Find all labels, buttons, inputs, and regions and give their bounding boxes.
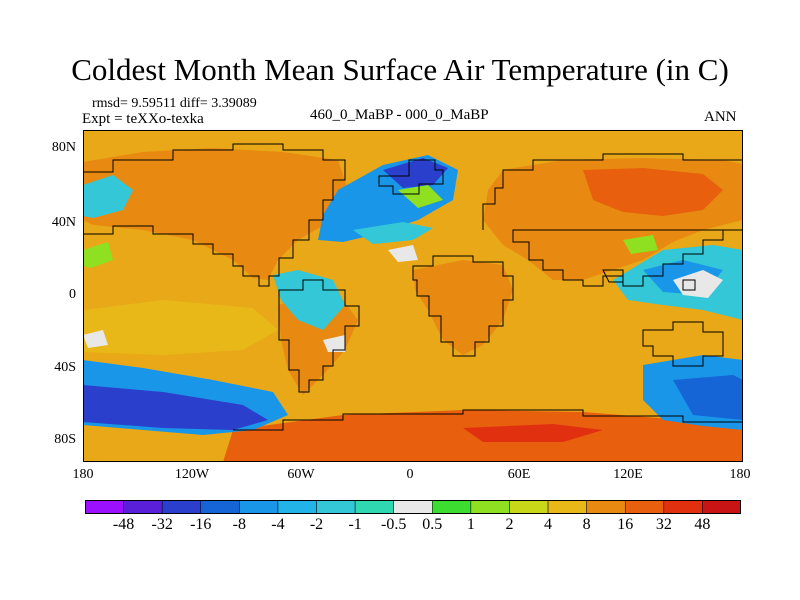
rmsd-value: rmsd= 9.59511 — [92, 96, 177, 111]
colorbar-box — [85, 500, 124, 514]
neutral-patch — [323, 335, 345, 352]
green-patch — [623, 235, 658, 254]
coastline — [83, 143, 346, 287]
colorbar-label: 4 — [544, 516, 553, 533]
colorbar-box — [161, 500, 202, 514]
colorbar-box — [547, 500, 587, 514]
center-label: 460_0_MaBP - 000_0_MaBP — [310, 107, 489, 123]
experiment-label: Expt = teXXo-texka — [82, 111, 204, 127]
colorbar-box — [663, 500, 703, 514]
colorbar-box — [702, 500, 741, 514]
season-label: ANN — [704, 109, 737, 125]
lon-tick: 120E — [613, 467, 643, 482]
colorbar-label: -2 — [309, 516, 324, 533]
southeast-ocean-coldest-region — [673, 375, 743, 420]
coastline — [378, 159, 444, 195]
lon-tick: 180 — [72, 467, 94, 482]
colorbar-label: 48 — [694, 516, 711, 533]
siberia-hot-region — [583, 168, 723, 216]
colorbar-box — [200, 500, 240, 514]
colorbar-box — [586, 500, 626, 514]
neutral-patch — [83, 330, 108, 348]
antarctica-very-hot-region — [463, 424, 603, 442]
colorbar-box — [624, 500, 665, 514]
colorbar-label: 8 — [582, 516, 591, 533]
lat-tick: 80S — [54, 432, 76, 447]
diff-value: diff= 3.39089 — [179, 96, 257, 111]
lat-tick: 0 — [69, 287, 76, 302]
colorbar-label: -32 — [151, 516, 173, 533]
coastline — [482, 153, 743, 230]
africa-warm-region — [413, 260, 513, 355]
colorbar-label: -8 — [232, 516, 246, 533]
lon-tick: 60E — [507, 467, 531, 482]
north-america-warm-region — [83, 148, 348, 280]
map-frame — [83, 130, 743, 462]
pacific-warm-strip — [83, 300, 278, 355]
colorbar-box — [393, 500, 433, 514]
lon-tick: 0 — [406, 467, 414, 482]
map-title: Coldest Month Mean Surface Air Temperatu… — [71, 52, 729, 87]
colorbar-box — [354, 500, 394, 514]
coastline — [233, 409, 743, 431]
colorbar-label: 32 — [655, 516, 672, 533]
colorbar-label: 0.5 — [422, 516, 443, 533]
colorbar-label: 16 — [617, 516, 634, 533]
colorbar-box — [239, 500, 279, 514]
colorbar-label: -0.5 — [381, 516, 407, 533]
colorbar-label: -4 — [271, 516, 285, 533]
colorbar — [85, 500, 741, 514]
colorbar-box — [316, 500, 356, 514]
colorbar-label: 2 — [505, 516, 514, 533]
colorbar-box — [123, 500, 163, 514]
coastline — [278, 279, 360, 393]
stats-line: rmsd= 9.59511 diff= 3.39089 — [92, 96, 257, 112]
coastline — [412, 255, 514, 357]
lon-tick: 120W — [174, 467, 210, 482]
temperature-map — [83, 130, 743, 462]
colorbar-box — [277, 500, 317, 514]
neutral-patch — [673, 270, 723, 298]
colorbar-frame — [85, 500, 741, 514]
south-pacific-coldest-region — [83, 385, 268, 430]
lat-tick: 40S — [54, 360, 76, 375]
lat-tick: 40N — [51, 215, 76, 230]
coastline — [642, 321, 724, 367]
north-atlantic-cool-rim — [353, 222, 433, 244]
lon-tick: 180 — [729, 467, 751, 482]
coastlines — [83, 143, 743, 431]
lat-tick: 80N — [51, 140, 76, 155]
coastline — [682, 279, 696, 291]
lon-tick: 60W — [287, 467, 315, 482]
north-pacific-cool-region — [83, 175, 133, 218]
colorbar-box — [509, 500, 549, 514]
green-patch — [83, 242, 113, 268]
colorbar-label: 1 — [466, 516, 475, 533]
coastline — [602, 269, 624, 283]
colorbar-box — [470, 500, 510, 514]
colorbar-label: -48 — [112, 516, 135, 533]
colorbar-label: -16 — [190, 516, 212, 533]
colorbar-label: -1 — [348, 516, 362, 533]
green-patch — [398, 185, 443, 208]
colorbar-box — [432, 500, 472, 514]
north-atlantic-coldest-region — [383, 158, 448, 188]
neutral-patch — [388, 245, 418, 262]
coastline — [512, 229, 743, 287]
tropical-pacific-cool-region — [273, 270, 345, 330]
